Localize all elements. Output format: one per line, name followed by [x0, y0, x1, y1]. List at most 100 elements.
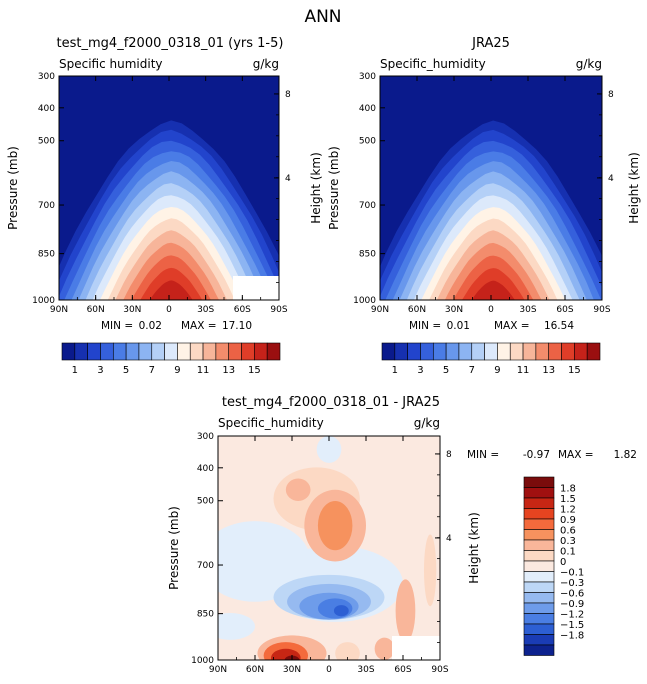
main-title: ANN [304, 7, 341, 27]
panel-diff-max-value: 1.82 [614, 449, 637, 461]
panel-diff-colorbar-label: −0.1 [560, 568, 584, 579]
panel-diff-colorbar-label: 0.1 [560, 547, 576, 558]
panel-obs-xtick-label: 90N [371, 305, 389, 315]
panel-obs-colorbar-label: 9 [494, 365, 500, 376]
panel-model-xtick-label: 30N [123, 305, 141, 315]
panel-diff-rtick-label: 4 [446, 534, 452, 544]
panel-model-colorbar-swatch [61, 342, 76, 361]
panel-obs-colorbar-swatch [381, 342, 396, 361]
panel-model-contours [59, 76, 279, 300]
panel-diff-band [423, 534, 437, 607]
panel-obs-colorbar-label: 15 [568, 365, 581, 376]
panel-obs-colorbar-swatch [420, 342, 434, 361]
panel-diff-colorbar-label: 1.5 [560, 494, 576, 505]
panel-model-ytick-label: 1000 [32, 296, 55, 306]
panel-obs-xtick-label: 0 [488, 305, 494, 315]
panel-obs-max-label: MAX = [494, 320, 530, 332]
panel-obs-band [471, 280, 515, 300]
panel-diff-xtick-label: 60S [394, 665, 411, 675]
panel-model-rtick-label: 8 [285, 90, 291, 100]
panel-obs-colorbar-label: 7 [469, 365, 475, 376]
panel-diff-colorbar-swatch [523, 623, 555, 635]
panel-model-subtitle-left: Specific humidity [59, 57, 163, 71]
panel-diff-colorbar-label: −1.8 [560, 631, 584, 642]
panel-model-colorbar-label: 3 [97, 365, 103, 376]
panel-diff-xtick-label: 30S [357, 665, 374, 675]
panel-diff-band [335, 642, 360, 660]
panel-model-max-label: MAX = [181, 320, 217, 332]
panel-model-ytick-label: 850 [38, 250, 55, 260]
panel-diff-title: test_mg4_f2000_0318_01 - JRA25 [222, 395, 440, 410]
panel-diff-ytick-label: 850 [197, 610, 214, 620]
panel-diff-colorbar-swatch [523, 550, 555, 562]
panel-diff-band [316, 436, 342, 463]
panel-diff-colorbar-swatch [523, 487, 555, 499]
panel-diff-colorbar-label: −1.5 [560, 620, 584, 631]
panel-model-max-value: 17.10 [222, 320, 252, 332]
panel-diff-colorbar-swatch [523, 529, 555, 541]
panel-diff-units: g/kg [414, 416, 440, 430]
panel-diff-colorbar-swatch [523, 571, 555, 583]
panel-obs-colorbar: 1 3 5 7 9 11 13 15 [381, 342, 601, 376]
panel-model-colorbar-label: 15 [248, 365, 261, 376]
panel-model-colorbar-swatch [164, 342, 178, 361]
panel-model-xtick-label: 90S [270, 305, 287, 315]
panel-obs-ytick-label: 1000 [353, 296, 376, 306]
panel-diff-colorbar-swatch [523, 497, 555, 509]
panel-diff-ytick-label: 700 [197, 561, 214, 571]
panel-obs-colorbar-swatch [497, 342, 511, 361]
panel-diff-band [285, 478, 311, 501]
panel-diff-band [317, 500, 353, 551]
panel-model-colorbar-swatch [189, 342, 204, 361]
panel-model-colorbar-swatch [241, 342, 255, 361]
panel-diff-band [374, 637, 395, 660]
panel-model-ytick-label: 500 [38, 137, 55, 147]
panel-obs-colorbar-swatch [586, 342, 601, 361]
panel-diff-colorbar-label: 1.2 [560, 505, 576, 516]
panel-model-band [149, 280, 193, 300]
panel-model-min-value: 0.02 [139, 320, 162, 332]
panel-model-colorbar-swatch [138, 342, 153, 361]
panel-diff-colorbar-swatch [523, 644, 555, 656]
panel-model-colorbar-swatch [151, 342, 165, 361]
panel-diff-colorbar-swatch [523, 634, 555, 646]
panel-diff-colorbar-label: 0 [560, 557, 566, 568]
panel-diff-colorbar-label: 0.9 [560, 515, 576, 526]
panel-model-colorbar-swatch [112, 342, 127, 361]
panel-obs-colorbar-swatch [445, 342, 460, 361]
panel-model-xtick-label: 60N [87, 305, 105, 315]
panel-model-xtick-label: 0 [166, 305, 172, 315]
panel-obs-ytick-label: 300 [359, 72, 376, 82]
panel-obs-colorbar-swatch [574, 342, 588, 361]
panel-obs-colorbar-swatch [394, 342, 408, 361]
panel-diff-colorbar-swatch [523, 560, 555, 572]
panel-obs-colorbar-swatch [535, 342, 550, 361]
panel-diff-xtick-label: 60N [246, 665, 264, 675]
panel-model-colorbar-swatch [266, 342, 281, 361]
panel-model-xtick-label: 90N [50, 305, 68, 315]
panel-obs-ytick-label: 850 [359, 250, 376, 260]
panel-obs-colorbar-swatch [458, 342, 473, 361]
panel-model-colorbar-swatch [228, 342, 242, 361]
panel-model-colorbar-swatch [100, 342, 114, 361]
panel-obs-colorbar-swatch [484, 342, 498, 361]
panel-model-colorbar-swatch [74, 342, 88, 361]
panel-model-ytick-label: 400 [38, 104, 55, 114]
panel-model-ylabel-right: Height (km) [309, 152, 323, 223]
panel-obs-min-value: 0.01 [447, 320, 470, 332]
panel-diff-xtick-label: 0 [326, 665, 332, 675]
panel-model-colorbar-label: 13 [222, 365, 235, 376]
panel-diff-colorbar-label: 0.6 [560, 526, 576, 537]
panel-model-colorbar-swatch [215, 342, 230, 361]
panel-model-units: g/kg [253, 57, 279, 71]
panel-diff-colorbar-label: −0.9 [560, 599, 584, 610]
panel-model-min-label: MIN = [101, 320, 133, 332]
panel-obs-min-label: MIN = [409, 320, 441, 332]
panel-diff-colorbar-swatch [523, 602, 555, 614]
panel-model-ytick-label: 700 [38, 201, 55, 211]
panel-diff-colorbar-swatch [523, 476, 555, 488]
panel-diff-ytick-label: 400 [197, 464, 214, 474]
panel-diff-subtitle-left: Specific_humidity [218, 416, 324, 430]
panel-model-xtick-label: 60S [234, 305, 251, 315]
panel-model-colorbar-label: 11 [197, 365, 210, 376]
